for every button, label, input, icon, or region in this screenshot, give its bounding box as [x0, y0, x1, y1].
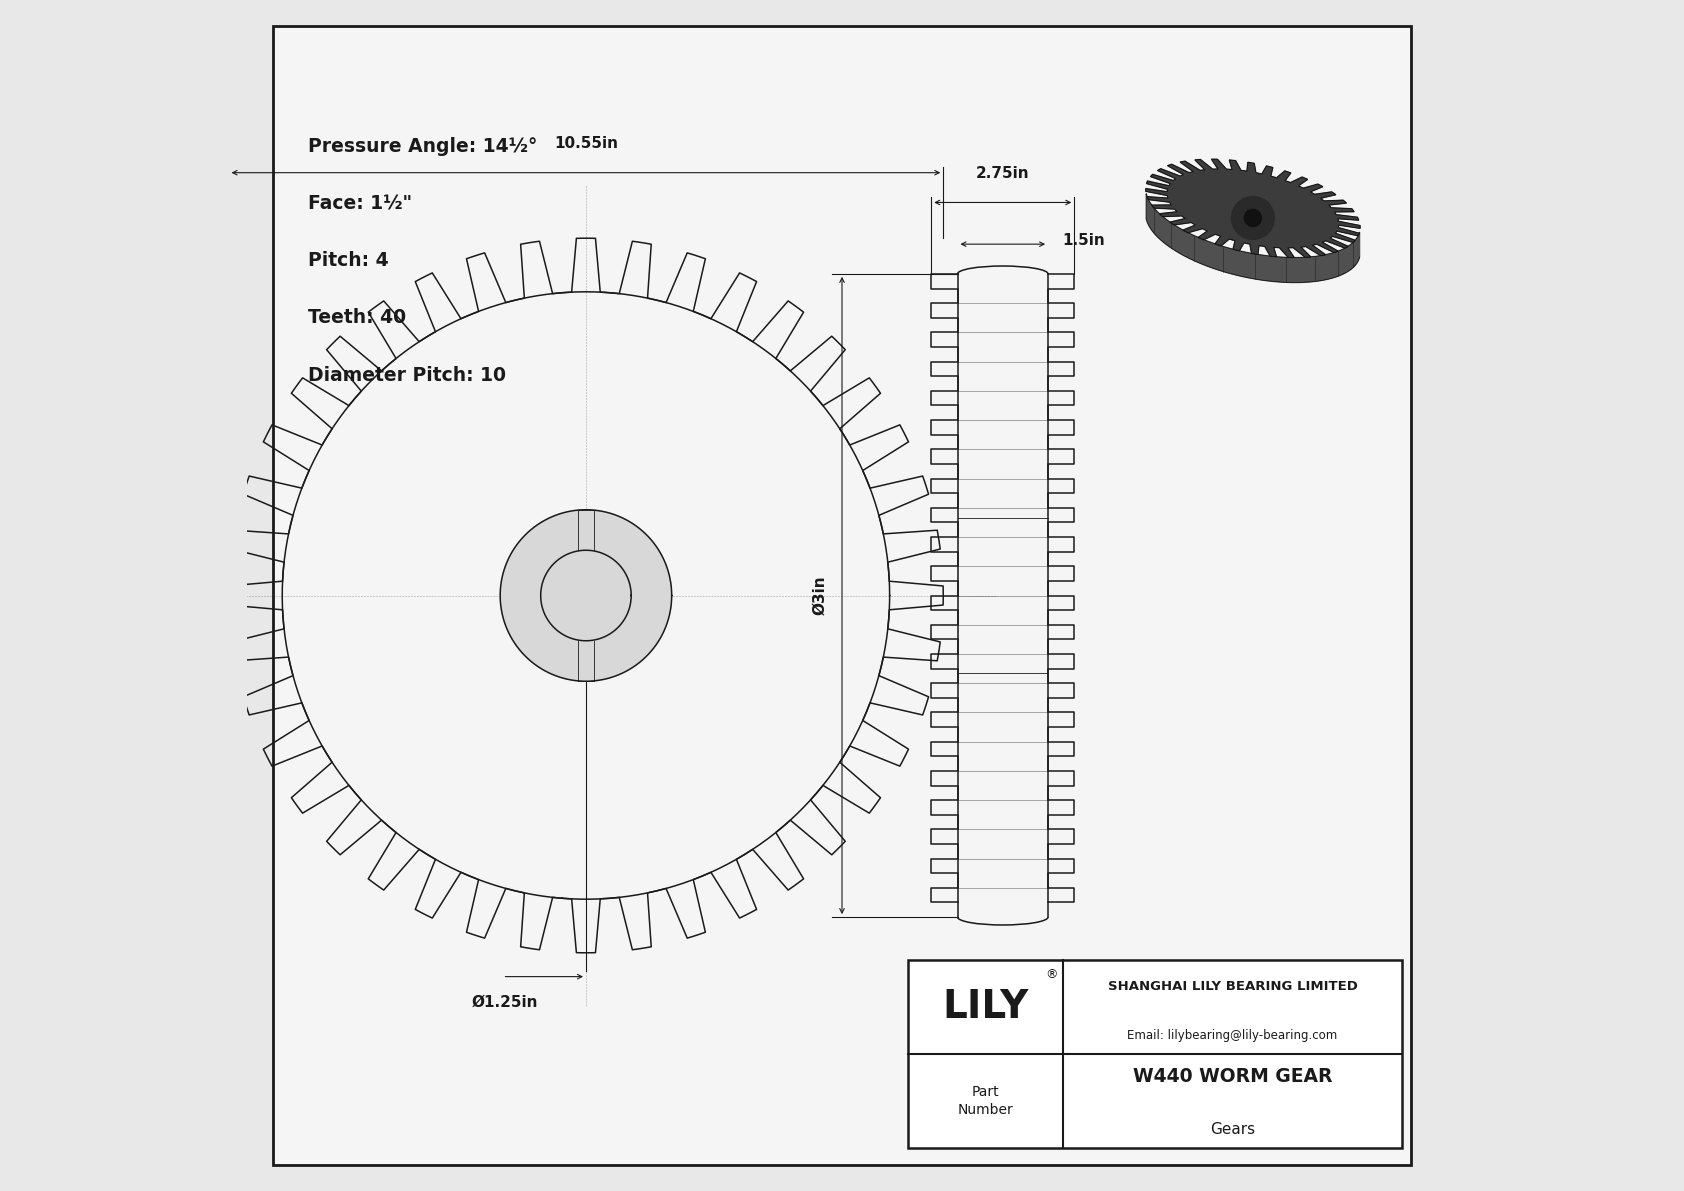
Circle shape: [1231, 197, 1275, 239]
Text: Diameter Pitch: 10: Diameter Pitch: 10: [308, 366, 507, 385]
Text: Ø3in: Ø3in: [813, 575, 829, 616]
Text: W440 WORM GEAR: W440 WORM GEAR: [1133, 1067, 1332, 1086]
Polygon shape: [1145, 160, 1361, 257]
Polygon shape: [1147, 194, 1359, 282]
Text: LILY: LILY: [943, 989, 1029, 1025]
Text: Ø1.25in: Ø1.25in: [472, 994, 539, 1010]
Text: Teeth: 40: Teeth: 40: [308, 308, 406, 328]
Text: Gears: Gears: [1209, 1122, 1255, 1136]
Text: Part
Number: Part Number: [958, 1085, 1014, 1117]
Text: Face: 1½": Face: 1½": [308, 194, 413, 213]
Text: 10.55in: 10.55in: [554, 136, 618, 151]
Circle shape: [1244, 210, 1261, 226]
Bar: [908, 960, 1401, 1148]
Circle shape: [500, 510, 672, 681]
Text: ®: ®: [1044, 968, 1058, 981]
Text: 2.75in: 2.75in: [977, 166, 1029, 181]
Text: Pitch: 4: Pitch: 4: [308, 251, 389, 270]
Text: SHANGHAI LILY BEARING LIMITED: SHANGHAI LILY BEARING LIMITED: [1108, 980, 1357, 993]
Text: 1.5in: 1.5in: [1063, 233, 1105, 248]
Text: Pressure Angle: 14½°: Pressure Angle: 14½°: [308, 137, 537, 156]
Text: Email: lilybearing@lily-bearing.com: Email: lilybearing@lily-bearing.com: [1127, 1029, 1337, 1042]
